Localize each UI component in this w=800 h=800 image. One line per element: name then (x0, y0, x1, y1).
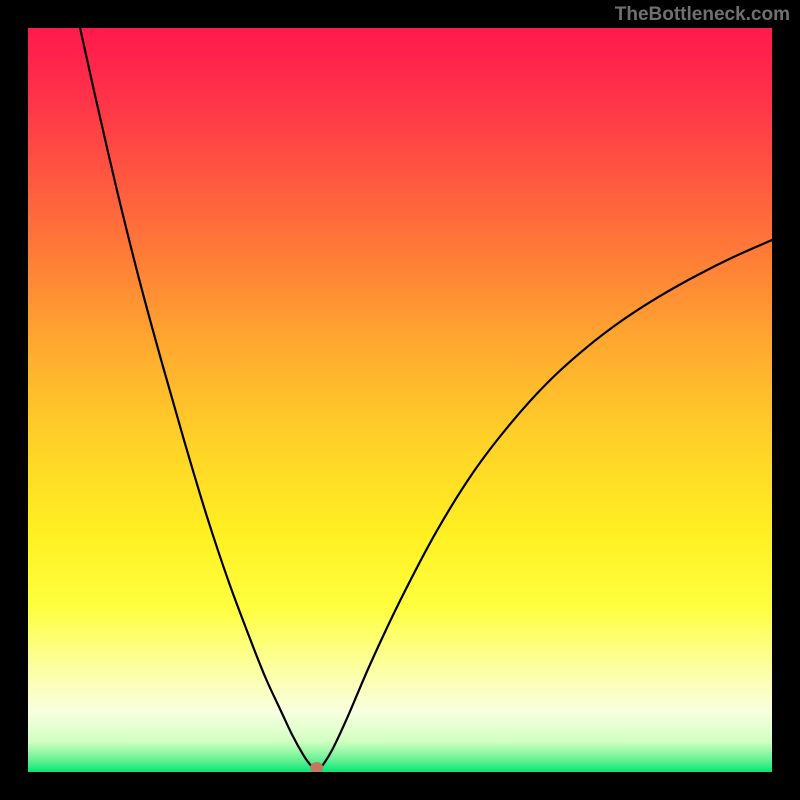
curve-layer (28, 28, 772, 772)
chart-container: TheBottleneck.com (0, 0, 800, 800)
watermark-text: TheBottleneck.com (615, 4, 790, 26)
plot-area (28, 28, 772, 772)
bottleneck-curve (80, 28, 772, 771)
minimum-marker (310, 762, 323, 772)
